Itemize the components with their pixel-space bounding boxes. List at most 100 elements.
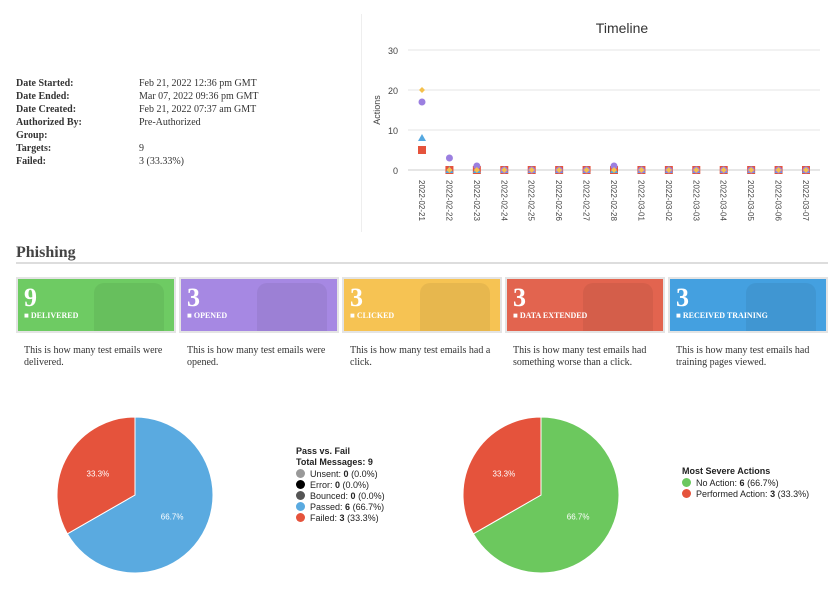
data-point-diamond bbox=[775, 167, 782, 173]
section-divider bbox=[16, 262, 828, 264]
data-point-diamond bbox=[583, 167, 590, 173]
data-point-circle bbox=[445, 154, 453, 162]
data-point-square bbox=[418, 146, 426, 154]
stat-count: 9 bbox=[24, 283, 37, 312]
severity-legend: Most Severe Actions No Action: 6 (66.7%)… bbox=[682, 466, 809, 499]
stat-description: This is how many test emails were delive… bbox=[24, 345, 163, 368]
data-point-diamond bbox=[419, 87, 425, 93]
pass-fail-pie: 66.7% 33.3% bbox=[56, 416, 214, 574]
x-tick-label: 2022-03-01 bbox=[636, 180, 645, 221]
pie-slice bbox=[56, 416, 136, 535]
stat-label: ■ CLICKED bbox=[350, 311, 395, 320]
legend-dot-icon bbox=[296, 469, 305, 478]
detail-label: Targets: bbox=[16, 143, 52, 154]
legend-dot-icon bbox=[682, 478, 691, 487]
stat-label: ■ DATA EXTENDED bbox=[513, 311, 588, 320]
data-point-circle bbox=[610, 162, 618, 170]
detail-value: Feb 21, 2022 07:37 am GMT bbox=[139, 104, 257, 115]
x-tick-label: 2022-03-02 bbox=[664, 180, 673, 221]
legend-item: No Action: 6 (66.7%) bbox=[682, 477, 809, 488]
x-tick-label: 2022-03-06 bbox=[774, 180, 783, 221]
x-tick-label: 2022-02-26 bbox=[554, 180, 563, 221]
legend-dot-icon bbox=[682, 489, 691, 498]
chart-title: Timeline bbox=[596, 20, 649, 36]
data-point-circle bbox=[473, 162, 481, 170]
unlock-icon bbox=[583, 283, 653, 331]
legend-total: Total Messages: 9 bbox=[296, 457, 373, 467]
detail-label: Authorized By: bbox=[16, 117, 82, 128]
stat-count: 3 bbox=[350, 283, 363, 312]
data-point-diamond bbox=[720, 167, 727, 173]
detail-row: Targets: 9 bbox=[16, 142, 258, 155]
data-point-diamond bbox=[473, 167, 480, 173]
detail-value: Mar 07, 2022 09:36 pm GMT bbox=[139, 91, 259, 102]
detail-row: Failed: 3 (33.33%) bbox=[16, 155, 258, 168]
legend-dot-icon bbox=[296, 480, 305, 489]
stat-card-received-training: 3 ■ RECEIVED TRAINING bbox=[668, 277, 828, 333]
data-point-diamond bbox=[528, 167, 535, 173]
pie-slice bbox=[472, 416, 620, 574]
data-point-diamond bbox=[665, 167, 672, 173]
data-point-diamond bbox=[611, 167, 617, 173]
envelope-open-icon: ■ bbox=[187, 311, 194, 320]
detail-row: Group: bbox=[16, 129, 258, 142]
data-point-diamond bbox=[556, 167, 563, 173]
pie-slice-label: 66.7% bbox=[161, 512, 184, 521]
detail-label: Date Ended: bbox=[16, 91, 70, 102]
x-tick-label: 2022-02-28 bbox=[609, 180, 618, 221]
x-tick-label: 2022-03-03 bbox=[691, 180, 700, 221]
legend-dot-icon bbox=[296, 502, 305, 511]
stat-card-delivered: 9 ■ DELIVERED bbox=[16, 277, 176, 333]
pie-slice-label: 33.3% bbox=[493, 470, 516, 479]
legend-title: Most Severe Actions bbox=[682, 466, 771, 476]
x-tick-label: 2022-02-27 bbox=[582, 180, 591, 221]
detail-label: Group: bbox=[16, 130, 48, 141]
legend-title: Pass vs. Fail bbox=[296, 446, 351, 456]
data-point-diamond bbox=[501, 167, 508, 173]
pass-fail-legend: Pass vs. Fail Total Messages: 9 Unsent: … bbox=[296, 446, 385, 523]
legend-dot-icon bbox=[296, 491, 305, 500]
data-point-diamond bbox=[446, 167, 453, 173]
stat-label: ■ DELIVERED bbox=[24, 311, 79, 320]
legend-item: Performed Action: 3 (33.3%) bbox=[682, 488, 809, 499]
stat-label: ■ RECEIVED TRAINING bbox=[676, 311, 768, 320]
section-title: Phishing bbox=[16, 244, 76, 261]
detail-row: Date Started: Feb 21, 2022 12:36 pm GMT bbox=[16, 77, 258, 90]
detail-row: Authorized By: Pre-Authorized bbox=[16, 116, 258, 129]
stat-description: This is how many test emails were opened… bbox=[187, 345, 326, 368]
detail-row: Date Created: Feb 21, 2022 07:37 am GMT bbox=[16, 103, 258, 116]
detail-value: 9 bbox=[139, 143, 144, 154]
data-point-diamond bbox=[693, 167, 700, 173]
pie-slice bbox=[66, 416, 214, 574]
y-axis-label: Actions bbox=[372, 95, 382, 125]
legend-item: Bounced: 0 (0.0%) bbox=[296, 490, 385, 501]
x-tick-label: 2022-02-24 bbox=[499, 180, 508, 221]
stat-description: This is how many test emails had trainin… bbox=[676, 345, 810, 368]
detail-label: Date Started: bbox=[16, 78, 74, 89]
x-tick-label: 2022-02-25 bbox=[527, 180, 536, 221]
unlock-icon: ■ bbox=[513, 311, 520, 320]
x-tick-label: 2022-03-04 bbox=[719, 180, 728, 221]
y-tick-label: 20 bbox=[388, 86, 398, 96]
legend-item: Unsent: 0 (0.0%) bbox=[296, 468, 385, 479]
stat-count: 3 bbox=[513, 283, 526, 312]
timeline-chart: Timeline 0 10 20 30 Actions 2022-02-21 2022-02-… bbox=[372, 20, 820, 221]
data-point-circle bbox=[418, 98, 426, 106]
severity-pie: 66.7% 33.3% bbox=[462, 416, 620, 574]
y-tick-label: 0 bbox=[393, 166, 398, 176]
stat-label: ■ OPENED bbox=[187, 311, 228, 320]
legend-item: Error: 0 (0.0%) bbox=[296, 479, 385, 490]
envelope-icon bbox=[94, 283, 164, 331]
data-point-triangle bbox=[418, 134, 426, 141]
pie-slice bbox=[462, 416, 542, 535]
stat-description: This is how many test emails had a click… bbox=[350, 345, 491, 368]
data-point-diamond bbox=[803, 167, 809, 173]
legend-item: Failed: 3 (33.3%) bbox=[296, 512, 385, 523]
detail-row: Date Ended: Mar 07, 2022 09:36 pm GMT bbox=[16, 90, 258, 103]
data-point-diamond bbox=[638, 167, 645, 173]
detail-value: 3 (33.33%) bbox=[139, 156, 184, 167]
pointer-icon bbox=[420, 283, 490, 331]
pointer-icon: ■ bbox=[350, 311, 357, 320]
detail-value: Pre-Authorized bbox=[139, 117, 201, 128]
campaign-details: Date Started: Feb 21, 2022 12:36 pm GMT Da… bbox=[16, 77, 258, 168]
